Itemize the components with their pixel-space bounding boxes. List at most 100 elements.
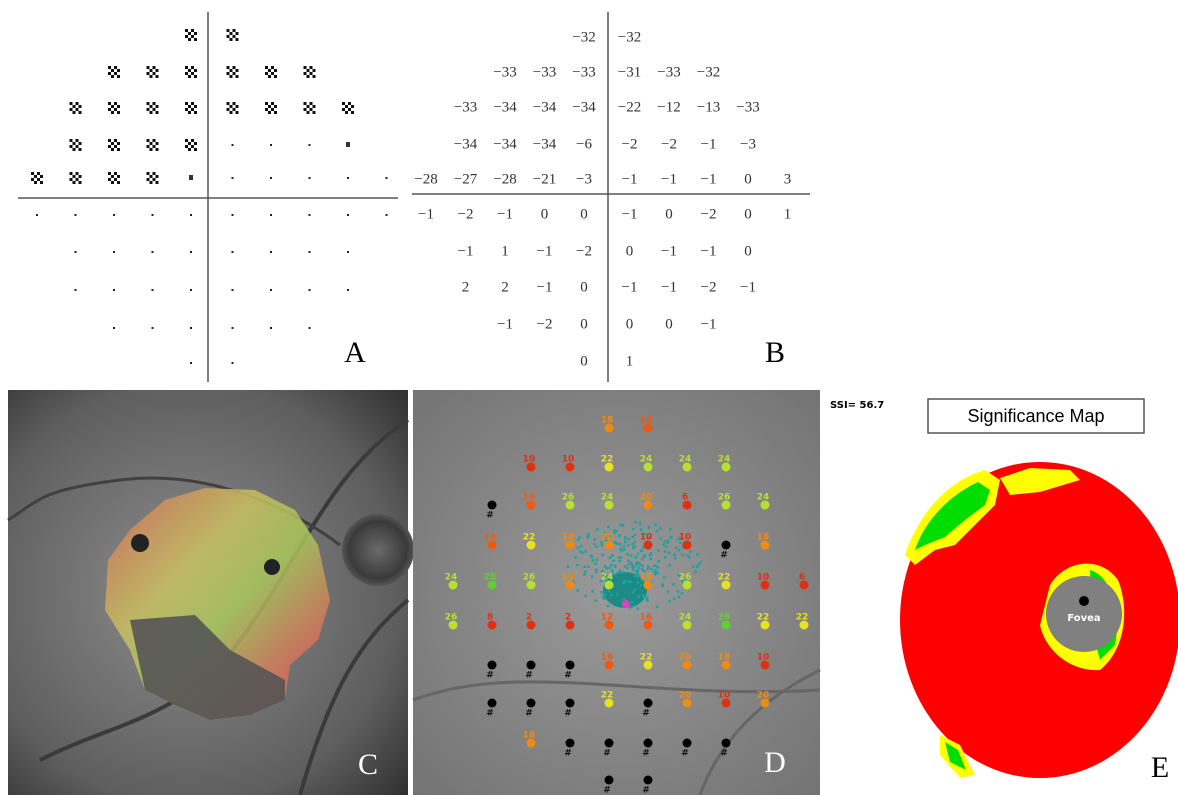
sensitivity-label: 20 [679, 653, 692, 663]
fixation-point [576, 564, 579, 567]
fixation-point [661, 583, 664, 586]
pixel [108, 108, 111, 111]
pixel [73, 111, 76, 114]
sensitivity-label: 24 [640, 455, 653, 465]
dot [232, 289, 234, 291]
fixation-center [622, 600, 630, 608]
sensitivity-label: # [525, 709, 533, 719]
pixel [230, 32, 233, 35]
pixel [114, 108, 117, 111]
sensitivity-label: 14 [640, 416, 653, 426]
sensitivity-label: 24 [601, 493, 614, 503]
dot [152, 214, 154, 216]
pixel [304, 102, 307, 105]
pixel [79, 111, 82, 114]
fixation-point [675, 547, 678, 550]
fixation-point [641, 558, 644, 561]
fixation-point [632, 528, 635, 531]
pixel [313, 105, 316, 108]
fixation-point [586, 536, 589, 539]
small-mark [189, 175, 193, 180]
sensitivity-label: 24 [718, 455, 731, 465]
fixation-point [591, 590, 594, 593]
pixel [227, 102, 230, 105]
pixel [111, 105, 114, 108]
grey-symbol [70, 139, 82, 151]
grey-symbol [304, 102, 316, 114]
grey-symbol [304, 66, 316, 78]
pixel [108, 178, 111, 181]
test-point [488, 661, 497, 670]
pixel [185, 66, 188, 69]
dot [190, 327, 192, 329]
pixel [156, 111, 159, 114]
fixation-point [681, 592, 684, 595]
sensitivity-label: 10 [640, 533, 653, 543]
page: {"panel_a": {"label": "A"}, "panel_b": {… [0, 0, 1178, 795]
threshold-value: 0 [665, 206, 673, 222]
pixel [185, 35, 188, 38]
fixation-point [634, 575, 637, 578]
pixel [185, 102, 188, 105]
grey-symbol [185, 29, 197, 41]
pixel [108, 102, 111, 105]
fixation-point [687, 554, 690, 557]
threshold-value: 1 [501, 243, 509, 259]
pixel [191, 145, 194, 148]
fixation-point [601, 554, 604, 557]
pixel [111, 142, 114, 145]
fixation-point [670, 536, 673, 539]
fixation-point [689, 550, 692, 553]
fixation-point [642, 594, 645, 597]
fixation-point [635, 521, 638, 524]
threshold-value: −33 [736, 99, 759, 115]
threshold-value: −1 [418, 206, 434, 222]
grey-symbol [227, 66, 239, 78]
threshold-value: −28 [414, 171, 437, 187]
threshold-value: −3 [576, 171, 592, 187]
dot [113, 251, 115, 253]
dot [347, 177, 349, 179]
threshold-value: −34 [493, 136, 517, 152]
dot [232, 362, 234, 364]
fixation-point [591, 559, 594, 562]
marker [131, 534, 149, 552]
fixation-point [668, 552, 671, 555]
dot [190, 251, 192, 253]
pixel [153, 72, 156, 75]
fixation-point [591, 575, 594, 578]
fixation-point [617, 571, 620, 574]
pixel [147, 72, 150, 75]
fixation-point [614, 565, 617, 568]
fixation-point [650, 558, 653, 561]
pixel [114, 102, 117, 105]
sensitivity-label: 6 [682, 493, 688, 503]
sensitivity-label: 18 [601, 416, 614, 426]
pixel [194, 105, 197, 108]
fixation-point [579, 550, 582, 553]
fixation-point [664, 556, 667, 559]
grey-symbol [70, 172, 82, 184]
fixation-point [619, 543, 622, 546]
dot [190, 289, 192, 291]
threshold-value: −33 [657, 64, 680, 80]
fixation-point [626, 567, 629, 570]
fixation-point [638, 595, 641, 598]
pixel [147, 178, 150, 181]
fixation-point [578, 536, 581, 539]
pixel [153, 172, 156, 175]
fixation-point [577, 547, 580, 550]
fixation-point [682, 554, 685, 557]
fixation-point [694, 570, 697, 573]
fixation-point [692, 565, 695, 568]
pixel [156, 142, 159, 145]
fixation-point [616, 593, 619, 596]
threshold-value: −1 [622, 279, 638, 295]
pixel [117, 142, 120, 145]
pixel [117, 75, 120, 78]
dot [190, 214, 192, 216]
fixation-point [696, 566, 699, 569]
pixel [227, 72, 230, 75]
dot [232, 144, 234, 146]
fixation-point [595, 571, 598, 574]
